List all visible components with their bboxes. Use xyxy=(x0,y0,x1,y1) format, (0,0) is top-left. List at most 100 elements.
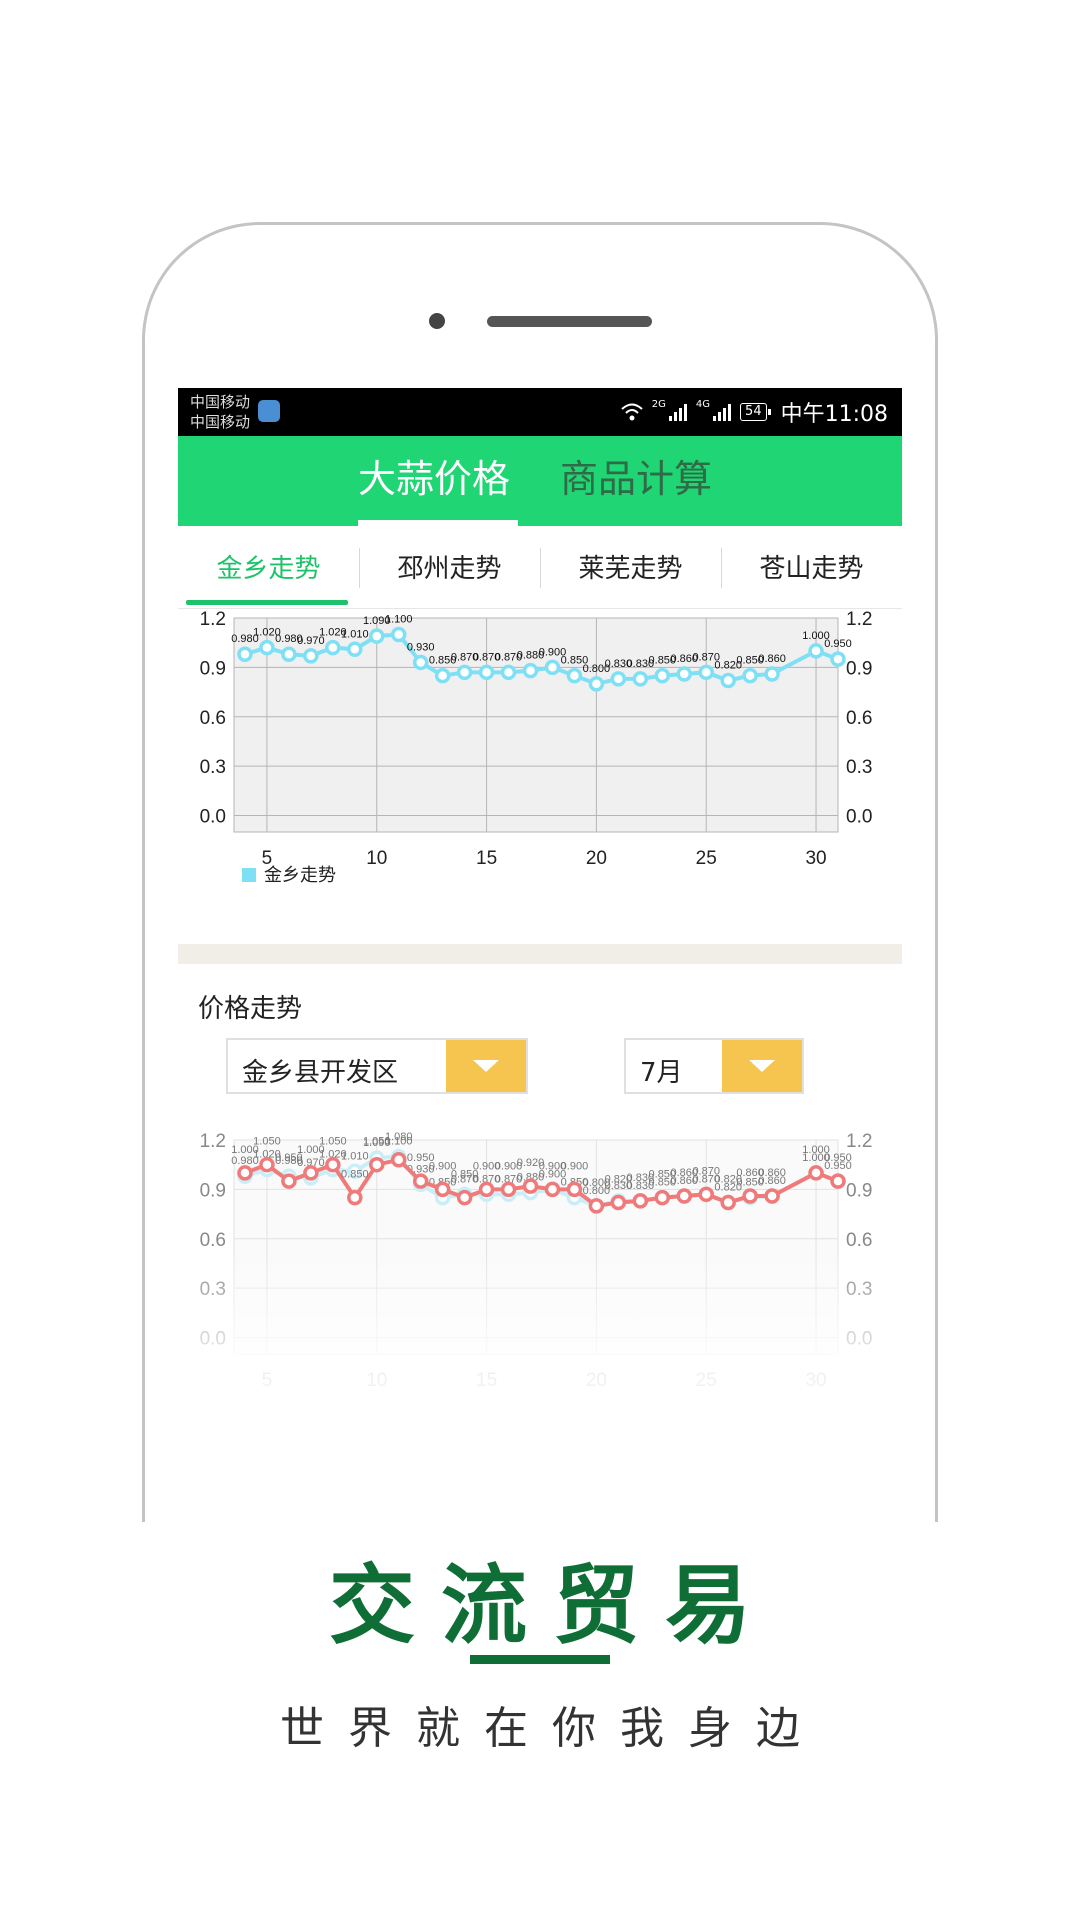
y-tick-label-right: 0.9 xyxy=(846,1180,872,1201)
net-4g-label: 4G xyxy=(695,398,711,410)
tab-jinxiang-trend[interactable]: 金乡走势 xyxy=(216,554,321,584)
data-label: 1.010 xyxy=(341,1150,369,1162)
data-label: 0.870 xyxy=(692,1173,720,1185)
data-label: 1.080 xyxy=(385,1131,413,1143)
tab-laiwu-trend[interactable]: 莱芜走势 xyxy=(578,554,683,584)
data-point xyxy=(676,666,693,682)
phone-screen: 中国移动 中国移动 2G 4G 54 中午11:08 大蒜价格 商品计算 金乡走… xyxy=(178,388,902,1450)
data-point xyxy=(434,667,451,684)
y-tick-label-right: 0.3 xyxy=(846,1279,872,1300)
section-title: 价格走势 xyxy=(198,994,303,1024)
y-tick-label-left: 0.0 xyxy=(200,807,226,828)
data-label: 0.830 xyxy=(627,1172,655,1184)
month-dropdown-value: 7月 xyxy=(640,1058,683,1088)
app-header: 大蒜价格 商品计算 xyxy=(178,436,902,526)
data-point xyxy=(830,1173,846,1189)
data-label: 0.900 xyxy=(495,1160,523,1172)
data-label: 0.900 xyxy=(561,1160,589,1172)
y-tick-label-right: 1.2 xyxy=(846,609,872,630)
battery-icon: 54 xyxy=(740,403,771,421)
data-point xyxy=(808,643,824,659)
data-point xyxy=(456,1189,473,1206)
data-point xyxy=(347,1189,363,1206)
x-tick-label: 25 xyxy=(696,848,717,869)
data-label: 0.860 xyxy=(670,653,698,665)
data-label: 0.950 xyxy=(824,1152,852,1164)
data-label: 0.870 xyxy=(473,651,501,663)
data-point xyxy=(698,1186,714,1203)
y-tick-label-left: 0.3 xyxy=(200,1279,226,1300)
data-label: 1.100 xyxy=(385,1135,413,1147)
data-point xyxy=(698,664,714,681)
tab-divider xyxy=(359,548,360,588)
data-point xyxy=(610,1194,627,1211)
y-tick-label-right: 0.6 xyxy=(846,708,872,729)
data-label: 0.950 xyxy=(275,1152,303,1164)
data-label: 0.860 xyxy=(758,1167,786,1179)
data-label: 0.860 xyxy=(736,1167,764,1179)
data-label: 0.980 xyxy=(231,633,259,645)
data-point xyxy=(390,1152,407,1168)
x-tick-label: 20 xyxy=(586,1370,607,1391)
y-tick-label-right: 0.6 xyxy=(846,1230,872,1251)
data-point xyxy=(369,1156,385,1173)
data-label: 0.870 xyxy=(692,1165,720,1177)
month-dropdown[interactable]: 7月 xyxy=(624,1038,804,1094)
y-tick-label-left: 0.0 xyxy=(200,1329,226,1350)
data-point xyxy=(742,667,758,684)
data-point xyxy=(654,1189,671,1206)
data-label: 0.950 xyxy=(407,1152,435,1164)
data-point xyxy=(325,639,341,656)
data-label: 1.090 xyxy=(363,615,391,627)
section-divider xyxy=(178,944,902,964)
x-tick-label: 25 xyxy=(696,1370,717,1391)
phone-speaker xyxy=(487,316,652,327)
data-label: 0.850 xyxy=(649,1169,677,1181)
region-tab-indicator xyxy=(186,600,348,605)
legend-label: 金乡走势 xyxy=(264,865,336,885)
data-point xyxy=(434,1181,451,1198)
y-tick-label-right: 0.0 xyxy=(846,807,872,828)
data-label: 0.950 xyxy=(824,638,852,650)
month-dropdown-button[interactable] xyxy=(722,1040,802,1092)
data-label: 0.830 xyxy=(627,1180,655,1192)
data-label: 0.800 xyxy=(583,663,611,675)
data-label: 1.050 xyxy=(363,1136,391,1148)
data-point xyxy=(390,626,407,643)
data-label: 0.980 xyxy=(231,1155,259,1167)
price-chart-top-svg: 0.0 0.0 0.3 0.3 0.6 0.6 0.9 0.9 1.2 1.2 5 10 15 20 25 3… xyxy=(200,609,873,885)
data-point xyxy=(347,641,363,658)
data-point xyxy=(632,671,649,687)
data-point xyxy=(808,1165,824,1181)
status-bar: 中国移动 中国移动 2G 4G 54 中午11:08 xyxy=(178,388,902,436)
data-point xyxy=(544,659,561,676)
carrier-2: 中国移动 xyxy=(190,413,251,431)
tab-goods-calculator[interactable]: 商品计算 xyxy=(560,457,713,501)
y-tick-label-left: 0.6 xyxy=(200,708,226,729)
data-label: 0.950 xyxy=(824,1160,852,1172)
y-tick-label-left: 0.9 xyxy=(200,1180,226,1201)
data-label: 1.000 xyxy=(297,1144,325,1156)
data-point xyxy=(522,1178,539,1194)
data-label: 0.820 xyxy=(714,1182,742,1194)
region-dropdown-button[interactable] xyxy=(446,1040,526,1092)
data-label: 0.900 xyxy=(539,646,567,658)
data-point xyxy=(237,1165,253,1181)
tab-pizhou-trend[interactable]: 邳州走势 xyxy=(397,554,502,584)
tab-cangshan-trend[interactable]: 苍山走势 xyxy=(759,554,864,584)
data-label: 0.900 xyxy=(539,1168,567,1180)
data-label: 0.970 xyxy=(297,635,325,647)
data-label: 0.900 xyxy=(473,1160,501,1172)
slogan-title: 交流贸易 xyxy=(329,1556,777,1656)
y-tick-label-right: 0.0 xyxy=(846,1329,872,1350)
carrier-1: 中国移动 xyxy=(190,393,251,411)
chevron-down-icon xyxy=(473,1060,499,1072)
tab-garlic-price[interactable]: 大蒜价格 xyxy=(358,457,511,501)
data-point xyxy=(478,1181,495,1198)
region-dropdown-value: 金乡县开发区 xyxy=(242,1058,399,1088)
data-point xyxy=(764,666,780,682)
data-label: 0.850 xyxy=(561,655,589,667)
region-dropdown[interactable]: 金乡县开发区 xyxy=(226,1038,528,1094)
tab-divider xyxy=(540,548,541,588)
data-point xyxy=(259,639,275,656)
